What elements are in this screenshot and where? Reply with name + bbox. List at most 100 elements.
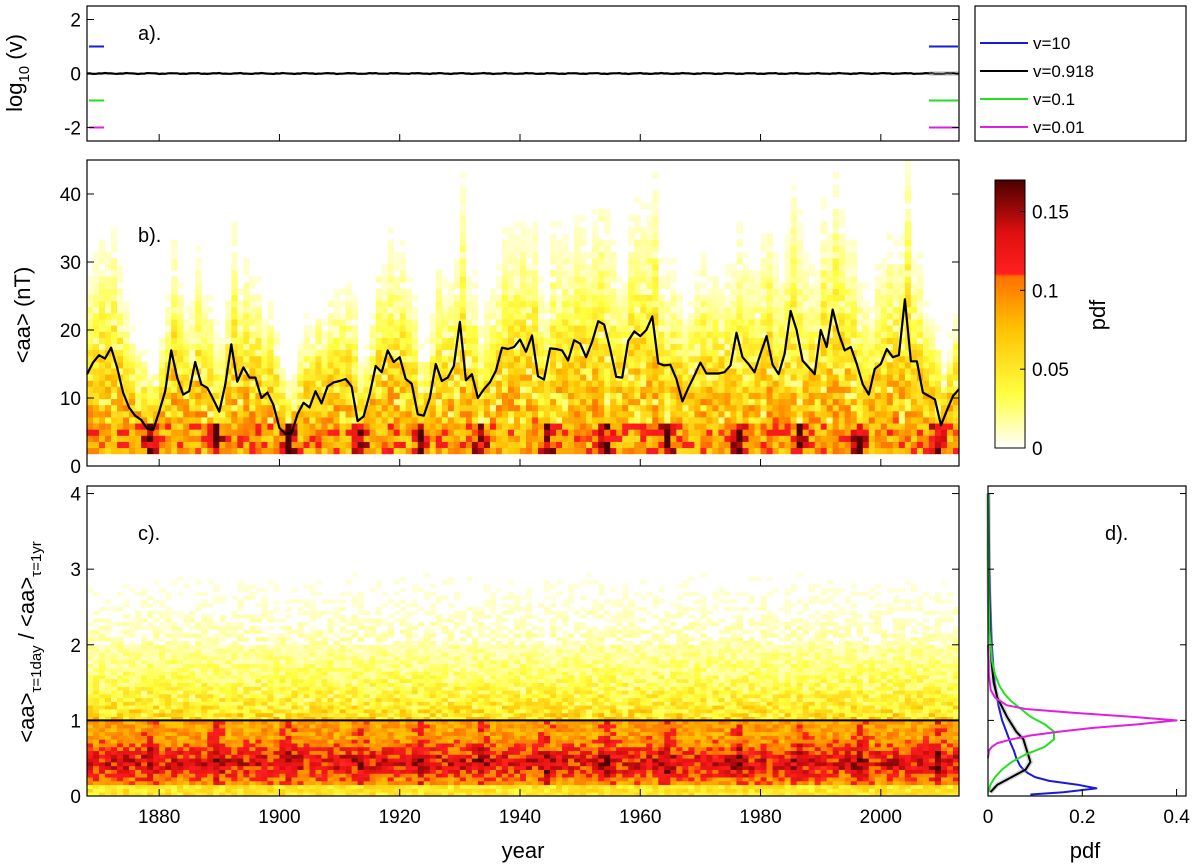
- panel-b-heat-cell: [574, 233, 581, 240]
- panel-c-heat-cell: [129, 769, 136, 774]
- panel-c-heat-cell: [171, 727, 178, 733]
- panel-b-heat-cell: [712, 386, 719, 393]
- panel-b-heat-cell: [399, 313, 407, 320]
- panel-b-heat-cell: [598, 270, 605, 277]
- panel-b-heat-cell: [219, 435, 226, 442]
- panel-b-heat-cell: [550, 239, 557, 247]
- panel-b-heat-cell: [832, 398, 840, 406]
- panel-b-heat-cell: [652, 325, 659, 332]
- panel-b-heat-cell: [586, 300, 593, 308]
- panel-b-heat-cell: [748, 337, 755, 344]
- panel-b-heat-cell: [952, 343, 960, 351]
- panel-b-heat-cell: [327, 368, 334, 375]
- panel-b-heat-cell: [880, 325, 888, 332]
- panel-b-heat-cell: [880, 288, 888, 296]
- panel-b-heat-cell: [730, 441, 737, 449]
- panel-b-heat-cell: [471, 429, 479, 436]
- panel-b-heat-cell: [904, 343, 912, 351]
- panel-b-heat-cell: [105, 410, 112, 418]
- panel-b-heat-cell: [868, 343, 876, 351]
- panel-b-heat-cell: [363, 435, 371, 442]
- panel-b-heat-cell: [526, 239, 533, 247]
- panel-b-heat-cell: [706, 410, 713, 418]
- panel-b-heat-cell: [838, 245, 846, 253]
- panel-c-heat-cell: [123, 648, 130, 653]
- panel-c-heat-cell: [93, 686, 100, 691]
- panel-b-heat-cell: [742, 429, 749, 436]
- panel-b-heat-cell: [748, 417, 755, 424]
- panel-b-heat-cell: [333, 380, 340, 387]
- panel-b-heat-cell: [411, 306, 419, 314]
- panel-c-heat-cell: [117, 750, 124, 755]
- panel-b-heat-cell: [99, 361, 106, 369]
- panel-b-heat-cell: [141, 349, 148, 357]
- panel-b-heat-cell: [676, 423, 683, 430]
- panel-c-heat-cell: [87, 712, 94, 718]
- panel-c-heat-cell: [123, 622, 130, 627]
- panel-b-heat-cell: [586, 306, 593, 314]
- panel-b-heat-cell: [435, 392, 443, 400]
- panel-b-heat-cell: [832, 441, 840, 449]
- panel-b-heat-cell: [868, 398, 876, 406]
- panel-b-heat-cell: [147, 380, 154, 387]
- panel-b-heat-cell: [706, 313, 713, 320]
- panel-b-heat-cell: [243, 337, 250, 344]
- panel-b-heat-cell: [880, 282, 888, 289]
- panel-b-heat-cell: [928, 417, 936, 424]
- panel-b-heat-cell: [249, 325, 256, 332]
- panel-b-heat-cell: [556, 337, 563, 344]
- panel-b-heat-cell: [297, 423, 304, 430]
- panel-b-heat-cell: [652, 288, 659, 296]
- panel-b-heat-cell: [243, 374, 250, 381]
- panel-b-heat-cell: [580, 398, 587, 406]
- panel-b-heat-cell: [562, 270, 569, 277]
- panel-c-heat-cell: [165, 735, 172, 740]
- panel-b-heat-cell: [375, 374, 383, 381]
- panel-b-heat-cell: [435, 294, 443, 302]
- panel-b-heat-cell: [153, 429, 160, 436]
- panel-b-heat-cell: [507, 276, 515, 283]
- panel-b-heat-cell: [580, 441, 587, 449]
- panel-c-heat-cell: [105, 690, 112, 695]
- panel-b-heat-cell: [838, 270, 846, 277]
- panel-b-heat-cell: [495, 398, 503, 406]
- panel-b-heat-cell: [664, 306, 671, 314]
- panel-b-heat-cell: [694, 447, 701, 455]
- panel-b-heat-cell: [117, 429, 124, 436]
- panel-b-heat-cell: [646, 447, 653, 455]
- panel-b-heat-cell: [513, 374, 521, 381]
- panel-b-heat-cell: [820, 276, 828, 283]
- panel-b-heat-cell: [664, 282, 671, 289]
- panel-b-heat-cell: [189, 380, 196, 387]
- panel-c-heat-cell: [111, 606, 118, 612]
- panel-b-heat-cell: [892, 355, 900, 363]
- panel-b-heat-cell: [562, 349, 569, 357]
- panel-b-heat-cell: [904, 288, 912, 296]
- panel-b-heat-cell: [616, 343, 623, 351]
- panel-b-heat-cell: [634, 313, 641, 320]
- panel-b-heat-cell: [99, 239, 106, 247]
- panel-b-heat-cell: [598, 239, 605, 247]
- panel-b-heat-cell: [934, 374, 942, 381]
- panel-b-heat-cell: [922, 374, 930, 381]
- panel-b-heat-cell: [207, 331, 214, 338]
- panel-b-heat-cell: [111, 417, 118, 424]
- panel-b-heat-cell: [586, 325, 593, 332]
- panel-b-heat-cell: [910, 313, 918, 320]
- panel-b-heat-cell: [736, 251, 743, 259]
- panel-b-heat-cell: [616, 398, 623, 406]
- panel-c-heat-cell: [153, 769, 160, 774]
- panel-c-heat-cell: [141, 618, 148, 623]
- panel-b-heat-cell: [447, 349, 455, 357]
- panel-b-heat-cell: [550, 300, 557, 308]
- panel-b-heat-cell: [748, 435, 755, 442]
- panel-b-heat-cell: [694, 288, 701, 296]
- panel-b-heat-cell: [652, 276, 659, 283]
- panel-b-heat-cell: [123, 423, 130, 430]
- panel-b-heat-cell: [501, 227, 509, 234]
- panel-b-heat-cell: [183, 349, 190, 357]
- panel-b-heat-cell: [117, 319, 124, 326]
- panel-b-heat-cell: [646, 306, 653, 314]
- panel-b-heat-cell: [261, 380, 268, 387]
- panel-b-heat-cell: [826, 398, 834, 406]
